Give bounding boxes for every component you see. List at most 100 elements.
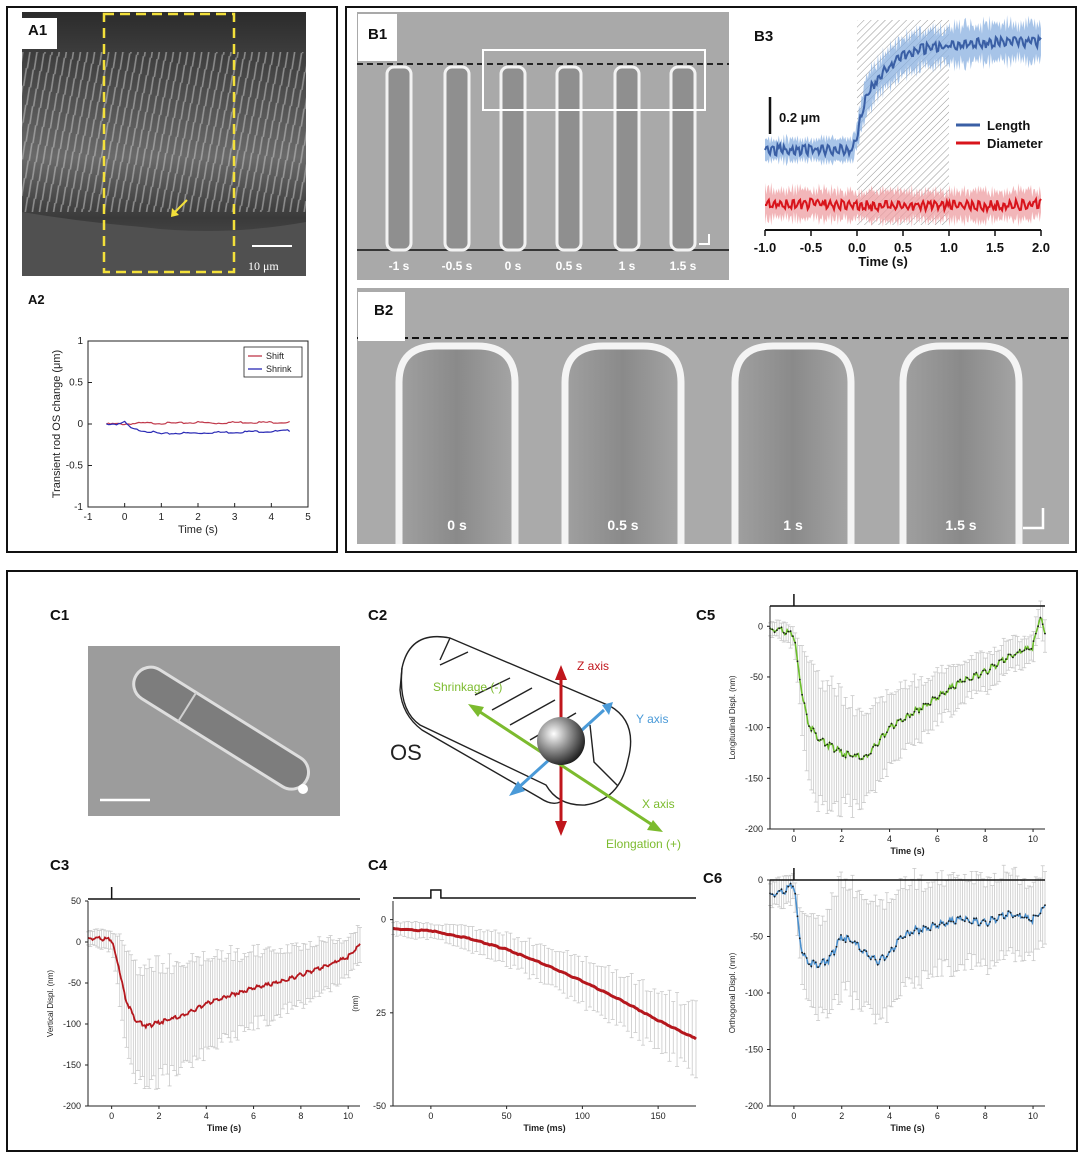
c5-data-point [929, 703, 932, 706]
label-b2: B2 [358, 292, 406, 341]
c5-data-point [991, 663, 994, 666]
a2-legend-box [243, 346, 303, 378]
c6-data-point [789, 882, 792, 885]
c6-data-point [773, 895, 776, 898]
c6-data-point [936, 925, 939, 928]
b3-x-axis-label: Time (s) [858, 254, 908, 269]
c6-y-tick-label: -100 [745, 988, 763, 998]
c6-data-point [879, 958, 881, 961]
c5-data-point [814, 732, 817, 734]
c6-x-tick-label: 8 [983, 1111, 988, 1121]
c5-data-point [1021, 650, 1023, 653]
c6-data-point [892, 950, 895, 952]
c5-data-point [805, 713, 808, 716]
c6-data-point [872, 955, 874, 958]
c5-data-point [973, 673, 975, 675]
c5-x-tick-label: 10 [1028, 834, 1038, 844]
c5-data-point [899, 718, 902, 721]
c3-x-tick-label: 2 [156, 1111, 161, 1121]
c6-x-tick-label: 4 [887, 1111, 892, 1121]
c5-data-point [966, 676, 968, 679]
c5-data-point [911, 713, 913, 716]
a2-series-line-shift [106, 420, 290, 426]
c6-data-point [1007, 910, 1010, 913]
c5-data-point [828, 741, 831, 744]
c5-data-point [918, 711, 920, 714]
c6-data-point [993, 917, 996, 920]
c6-data-point [1016, 914, 1019, 916]
c6-data-point [913, 929, 916, 932]
c5-data-point [865, 754, 868, 756]
b3-legend-label: Length [987, 118, 1030, 133]
b3-x-tick-label: 2.0 [1032, 240, 1050, 255]
c5-x-tick-label: 4 [887, 834, 892, 844]
c6-data-point [794, 892, 797, 895]
c5-data-point [801, 693, 803, 696]
c5-data-point [1030, 647, 1033, 650]
b2-frame-label: 1.5 s [945, 517, 976, 533]
c6-data-point [908, 934, 911, 937]
a2-x-tick-label: 2 [195, 512, 201, 523]
c5-data-point [771, 628, 774, 631]
c6-data-point [1028, 918, 1030, 921]
c6-data-point [977, 924, 980, 927]
a2-y-tick-label: 0 [77, 419, 83, 430]
c5-data-point [1028, 648, 1030, 651]
c5-data-point [872, 746, 874, 748]
c6-data-point [824, 963, 826, 966]
c4-x-tick-label: 50 [502, 1111, 512, 1121]
b3-legend-label: Diameter [987, 136, 1043, 151]
c3-x-axis-label: Time (s) [207, 1123, 241, 1133]
label-c5: C5 [696, 607, 716, 624]
c6-data-point [959, 915, 962, 918]
c5-data-point [975, 671, 978, 674]
c6-y-tick-label: -200 [745, 1101, 763, 1111]
c5-data-point [934, 696, 936, 699]
c6-data-point [1005, 914, 1007, 917]
c5-data-point [963, 680, 966, 683]
c5-data-point [888, 725, 891, 728]
c6-y-tick-label: -150 [745, 1045, 763, 1055]
c5-data-point [977, 676, 980, 679]
label-b1: B1 [358, 14, 398, 61]
bead-sphere [537, 717, 585, 765]
c6-data-point [1014, 915, 1017, 917]
c6-data-point [945, 922, 948, 925]
c6-data-point [847, 935, 849, 938]
c6-x-tick-label: 10 [1028, 1111, 1038, 1121]
c5-data-point [970, 678, 973, 681]
c6-data-point [904, 936, 907, 938]
c3-x-tick-label: 6 [251, 1111, 256, 1121]
a2-x-tick-label: 3 [232, 512, 238, 523]
c6-data-point [941, 922, 943, 924]
c6-data-point [961, 918, 964, 921]
c5-data-point [941, 692, 943, 695]
c6-data-point [1002, 917, 1005, 920]
c5-data-point [858, 757, 861, 760]
c6-data-point [828, 954, 831, 957]
c5-data-point [957, 680, 959, 683]
c6-data-point [833, 953, 836, 956]
c5-data-point [844, 756, 847, 759]
c5-data-point [821, 737, 824, 740]
c6-data-point [812, 959, 815, 962]
b3-x-tick-label: 1.5 [986, 240, 1004, 255]
b2-frame-label: 0 s [447, 517, 467, 533]
c5-data-point [915, 708, 918, 710]
b2-rods [395, 342, 1023, 544]
c6-data-point [1009, 911, 1012, 914]
c6-data-point [842, 939, 845, 941]
c6-data-point [982, 919, 984, 922]
c5-data-point [892, 727, 895, 729]
c5-data-point [890, 722, 893, 725]
c6-data-point [863, 949, 865, 951]
c6-data-point [1032, 914, 1035, 917]
c3-y-tick-label: -100 [63, 1019, 81, 1029]
c6-data-point [801, 951, 803, 954]
c6-data-point [979, 922, 982, 925]
c6-data-point [931, 922, 934, 924]
c5-data-point [876, 744, 879, 747]
c4-x-tick-label: 100 [575, 1111, 590, 1121]
c5-data-point [1034, 632, 1037, 635]
